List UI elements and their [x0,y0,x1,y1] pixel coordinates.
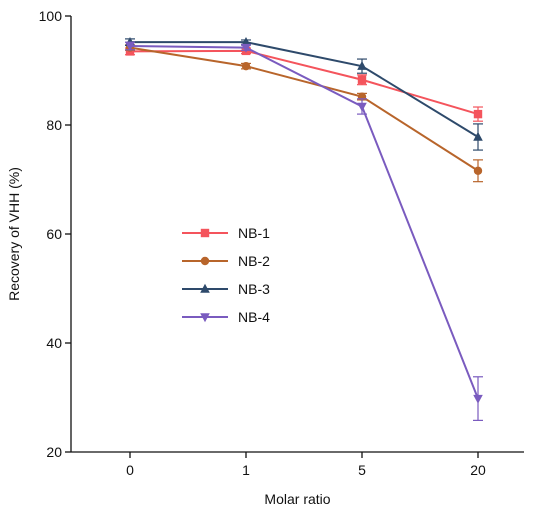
series-line [129,49,479,116]
legend: NB-1 NB-2 NB-3 NB-4 [182,225,270,325]
y-tick-label: 60 [46,226,62,242]
series-layer [125,36,483,421]
series-nb-2 [125,43,483,183]
legend-marker [200,283,210,293]
y-tick-label: 20 [46,444,62,460]
data-point [473,131,483,141]
legend-label: NB-2 [238,253,270,269]
legend-item-nb-2: NB-2 [182,253,270,269]
data-point [357,60,367,70]
x-tick-label: 0 [126,462,134,478]
x-tick-label: 5 [358,462,366,478]
legend-label: NB-4 [238,309,270,325]
series-nb-3 [125,36,483,151]
y-tick-label: 100 [39,8,63,24]
data-point [473,166,483,175]
data-point [241,36,251,46]
legend-marker [200,228,210,238]
data-point [125,42,135,52]
legend-item-nb-1: NB-1 [182,225,270,241]
legend-marker [200,256,210,266]
y-axis-title: Recovery of VHH (%) [6,167,22,301]
data-point [357,102,367,112]
legend-label: NB-1 [238,225,270,241]
series-line [129,44,479,399]
legend-label: NB-3 [238,281,270,297]
data-point [241,61,251,71]
y-tick-label: 80 [46,117,62,133]
legend-item-nb-4: NB-4 [182,309,270,325]
data-point [473,394,483,404]
data-point [241,43,251,53]
legend-marker [200,313,210,323]
x-axis-title: Molar ratio [264,491,330,507]
x-tick-label: 1 [242,462,250,478]
chart-axes: 20 40 60 80 100 0 1 5 20 [39,8,524,478]
legend-item-nb-3: NB-3 [182,281,270,297]
series-line [130,41,479,138]
series-line [129,46,479,172]
y-tick-label: 40 [46,335,62,351]
data-point [357,75,367,84]
x-tick-label: 20 [470,462,486,478]
data-point [473,109,483,119]
series-nb-4 [125,41,483,421]
series-nb-1 [125,46,483,122]
